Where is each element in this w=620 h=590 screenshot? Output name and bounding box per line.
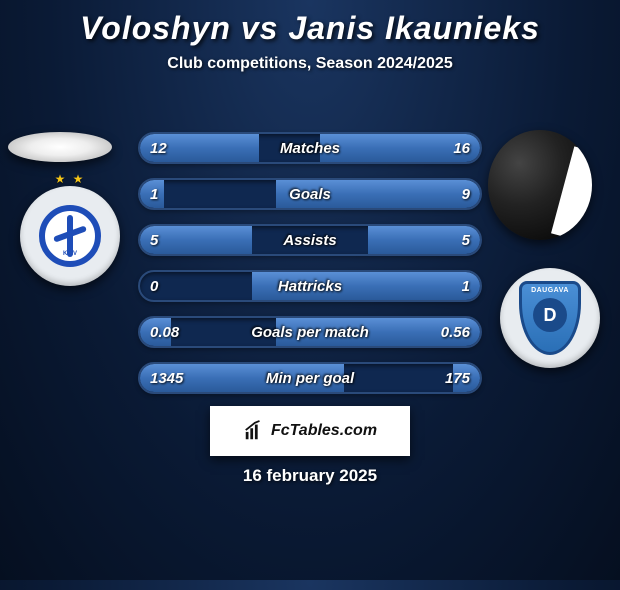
- club-left-logo-icon: KYIV: [39, 205, 101, 267]
- bar-fill-right: [276, 318, 480, 346]
- brand-text: FcTables.com: [271, 422, 377, 440]
- bar-row: Min per goal1345175: [138, 362, 482, 394]
- star-icon: ★ ★: [55, 172, 86, 186]
- bar-fill-left: [140, 226, 252, 254]
- bar-fill-left: [140, 318, 171, 346]
- bar-fill-right: [276, 180, 480, 208]
- brand-badge: FcTables.com: [210, 406, 410, 456]
- bar-row: Matches1216: [138, 132, 482, 164]
- subtitle: Club competitions, Season 2024/2025: [0, 55, 620, 73]
- bar-track: [138, 362, 482, 394]
- bar-track: [138, 224, 482, 256]
- bar-track: [138, 316, 482, 348]
- club-right-badge: DAUGAVA D: [500, 268, 600, 368]
- bar-row: Goals per match0.080.56: [138, 316, 482, 348]
- comparison-bars: Matches1216 Goals19 Assists55 Hattricks01 Go…: [138, 132, 482, 408]
- bar-fill-left: [140, 134, 259, 162]
- bar-fill-left: [140, 180, 164, 208]
- bar-row: Hattricks01: [138, 270, 482, 302]
- club-left-badge: ★ ★ KYIV: [20, 186, 120, 286]
- player-right-avatar: [488, 130, 592, 240]
- bar-fill-right: [453, 364, 480, 392]
- bar-track: [138, 270, 482, 302]
- bar-track: [138, 178, 482, 210]
- date-text: 16 february 2025: [0, 466, 620, 486]
- club-right-shield-icon: DAUGAVA D: [519, 281, 581, 355]
- bar-fill-right: [320, 134, 480, 162]
- brand-chart-icon: [243, 420, 265, 442]
- bar-row: Assists55: [138, 224, 482, 256]
- bar-fill-right: [252, 272, 480, 300]
- bar-track: [138, 132, 482, 164]
- page-title: Voloshyn vs Janis Ikaunieks: [0, 10, 620, 47]
- club-right-shield-text: DAUGAVA: [531, 287, 569, 294]
- bar-row: Goals19: [138, 178, 482, 210]
- club-left-subtext: KYIV: [45, 251, 95, 257]
- bar-fill-left: [140, 364, 344, 392]
- club-right-letter: D: [533, 298, 567, 332]
- player-left-avatar: [8, 132, 112, 162]
- bar-fill-right: [368, 226, 480, 254]
